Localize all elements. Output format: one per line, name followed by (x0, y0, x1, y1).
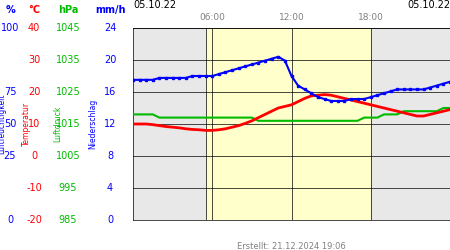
Bar (206, 28, 371, 220)
Text: Luftdruck: Luftdruck (54, 106, 63, 142)
Text: 100: 100 (1, 23, 19, 33)
Text: 1035: 1035 (56, 55, 80, 65)
Text: 12: 12 (104, 119, 116, 129)
Text: 1025: 1025 (56, 87, 81, 97)
Text: 16: 16 (104, 87, 116, 97)
Text: 1005: 1005 (56, 151, 80, 161)
Text: 985: 985 (59, 215, 77, 225)
Text: 20: 20 (28, 87, 40, 97)
Text: 75: 75 (4, 87, 16, 97)
Text: %: % (5, 5, 15, 15)
Text: °C: °C (28, 5, 40, 15)
Text: -20: -20 (26, 215, 42, 225)
Text: mm/h: mm/h (95, 5, 125, 15)
Text: 20: 20 (104, 55, 116, 65)
Text: Erstellt: 21.12.2024 19:06: Erstellt: 21.12.2024 19:06 (237, 242, 346, 250)
Text: 24: 24 (104, 23, 116, 33)
Bar (371, 28, 450, 220)
Text: 0: 0 (107, 215, 113, 225)
Text: 0: 0 (31, 151, 37, 161)
Text: Niederschlag: Niederschlag (89, 99, 98, 149)
Text: 1045: 1045 (56, 23, 80, 33)
Text: 50: 50 (4, 119, 16, 129)
Text: 1015: 1015 (56, 119, 80, 129)
Bar (133, 28, 206, 220)
Text: -10: -10 (26, 183, 42, 193)
Text: 0: 0 (7, 215, 13, 225)
Text: Luftfeuchtigkeit: Luftfeuchtigkeit (0, 94, 6, 154)
Text: 30: 30 (28, 55, 40, 65)
Text: 10: 10 (28, 119, 40, 129)
Text: 12:00: 12:00 (279, 13, 304, 22)
Text: 05.10.22: 05.10.22 (407, 0, 450, 10)
Text: 05.10.22: 05.10.22 (133, 0, 176, 10)
Text: 25: 25 (4, 151, 16, 161)
Text: 18:00: 18:00 (358, 13, 384, 22)
Text: 06:00: 06:00 (199, 13, 225, 22)
Text: hPa: hPa (58, 5, 78, 15)
Text: 995: 995 (59, 183, 77, 193)
Text: Temperatur: Temperatur (22, 102, 31, 146)
Text: 8: 8 (107, 151, 113, 161)
Text: 40: 40 (28, 23, 40, 33)
Text: 4: 4 (107, 183, 113, 193)
